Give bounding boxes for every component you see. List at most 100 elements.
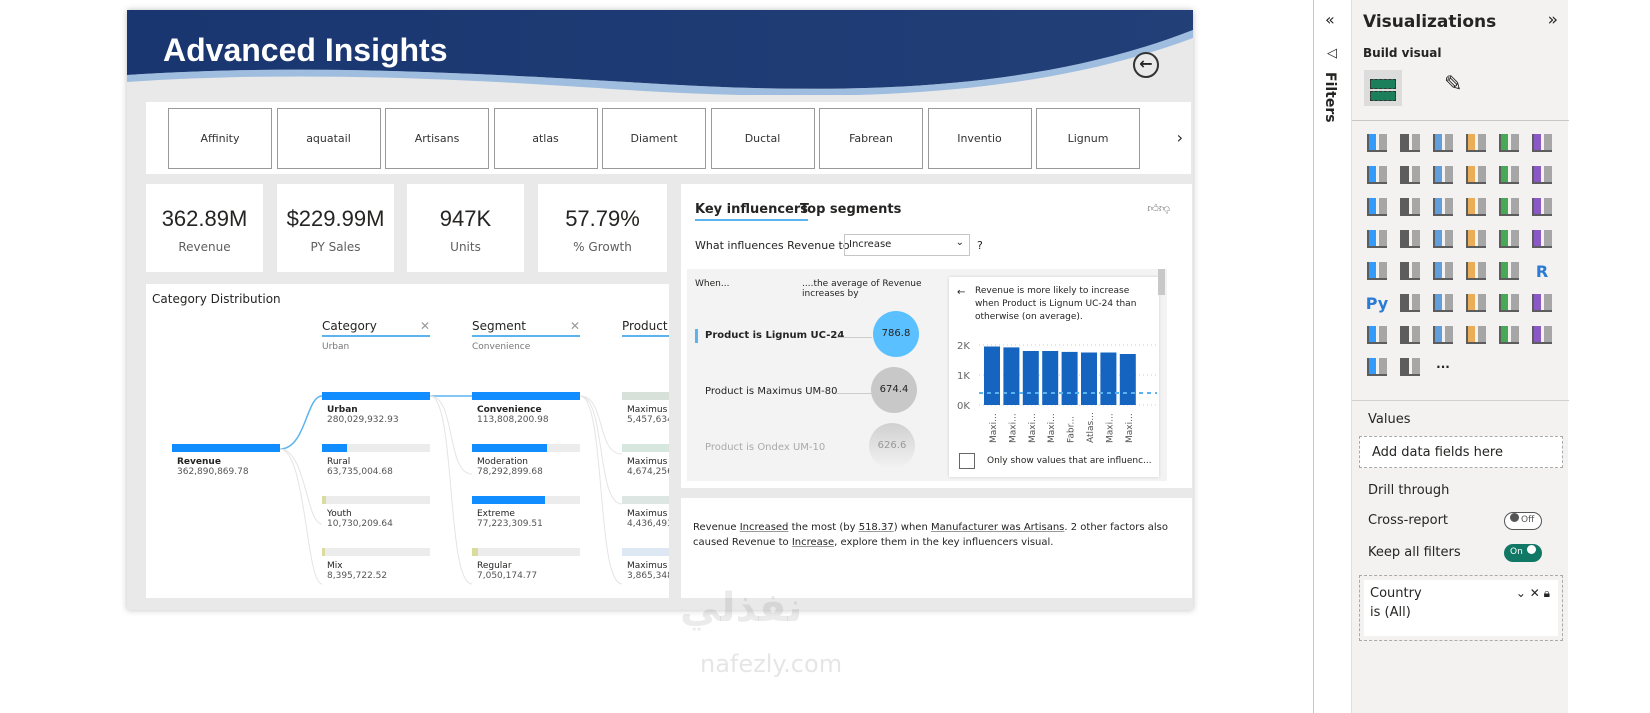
bar[interactable] bbox=[1042, 351, 1059, 405]
level-header[interactable]: Category ✕ Urban bbox=[322, 319, 430, 352]
bar[interactable] bbox=[1003, 347, 1020, 405]
manufacturer-logo[interactable]: Affinity bbox=[168, 108, 272, 169]
filled-map-icon[interactable] bbox=[1430, 226, 1456, 252]
tab-key-influencers[interactable]: Key influencers bbox=[695, 202, 809, 221]
arcgis-icon[interactable] bbox=[1529, 322, 1555, 348]
build-visual-tab[interactable] bbox=[1364, 70, 1402, 106]
close-icon[interactable]: ✕ bbox=[419, 319, 430, 333]
bar[interactable] bbox=[1119, 354, 1136, 405]
bar[interactable] bbox=[1100, 352, 1117, 406]
kpi-icon[interactable] bbox=[1397, 258, 1423, 284]
100-bar-icon[interactable] bbox=[1496, 130, 1522, 156]
influencer-item[interactable]: Product is Lignum UC-24 bbox=[705, 330, 845, 341]
power-apps-filter-icon[interactable] bbox=[1463, 322, 1489, 348]
tree-node[interactable]: Maximus 4,436,493 bbox=[622, 496, 669, 529]
power-apps-card-icon[interactable] bbox=[1397, 322, 1423, 348]
back-arrow-icon[interactable]: ← bbox=[957, 287, 966, 298]
area-icon[interactable] bbox=[1397, 162, 1423, 188]
level-header[interactable]: Segment ✕ Convenience bbox=[472, 319, 580, 352]
influencer-only-checkbox[interactable] bbox=[959, 453, 975, 469]
format-visual-icon[interactable]: ✎ bbox=[1444, 72, 1463, 97]
manufacturer-logo[interactable]: Artisans bbox=[385, 108, 489, 169]
influencer-item[interactable]: Product is Maximus UM-80 bbox=[705, 386, 838, 397]
cross-report-toggle[interactable]: Off bbox=[1504, 512, 1542, 530]
stacked-bar-icon[interactable] bbox=[1364, 130, 1390, 156]
filters-pane-tab[interactable]: Filters bbox=[1322, 72, 1338, 123]
donut-icon[interactable] bbox=[1529, 194, 1555, 220]
scatter-icon[interactable] bbox=[1463, 194, 1489, 220]
more-icon[interactable]: ··· bbox=[1436, 360, 1450, 374]
tree-node[interactable]: Moderation 78,292,899.68 bbox=[472, 444, 580, 477]
manufacturer-logo[interactable]: Fabrean bbox=[819, 108, 923, 169]
azure-map-icon[interactable] bbox=[1463, 226, 1489, 252]
paginated-icon[interactable] bbox=[1364, 322, 1390, 348]
clustered-column-icon[interactable] bbox=[1463, 130, 1489, 156]
funnel-filter-icon[interactable] bbox=[1430, 194, 1456, 220]
ribbon-icon[interactable] bbox=[1529, 162, 1555, 188]
line-icon[interactable] bbox=[1364, 162, 1390, 188]
influence-bubble[interactable]: 674.4 bbox=[871, 367, 917, 413]
stacked-column-icon[interactable] bbox=[1397, 130, 1423, 156]
influence-bubble[interactable]: 786.8 bbox=[873, 311, 919, 357]
tree-node[interactable]: Regular 7,050,174.77 bbox=[472, 548, 580, 581]
tree-node[interactable]: Rural 63,735,004.68 bbox=[322, 444, 430, 477]
r-visual-icon[interactable]: R bbox=[1535, 261, 1549, 281]
manufacturer-logo[interactable]: Diament bbox=[602, 108, 706, 169]
scrollbar[interactable] bbox=[1158, 269, 1165, 295]
qa-icon[interactable] bbox=[1463, 290, 1489, 316]
slicer-icon[interactable] bbox=[1430, 258, 1456, 284]
next-icon[interactable]: › bbox=[1176, 128, 1183, 147]
line-clustered-column-icon[interactable] bbox=[1496, 162, 1522, 188]
expand-icon[interactable]: » bbox=[1547, 10, 1558, 30]
bar[interactable] bbox=[1081, 352, 1097, 406]
close-icon[interactable]: ✕ bbox=[569, 319, 580, 333]
influence-bubble[interactable]: 626.6 bbox=[869, 423, 915, 469]
filter-controls-icon[interactable]: ⌄ ✕ 🔒︎ bbox=[1515, 586, 1550, 600]
bar[interactable] bbox=[1022, 351, 1039, 405]
key-influencers-icon[interactable] bbox=[1397, 290, 1423, 316]
stacked-area-icon[interactable] bbox=[1430, 162, 1456, 188]
tree-node[interactable]: Maximus 3,865,348 bbox=[622, 548, 669, 581]
multi-row-card-icon[interactable] bbox=[1364, 258, 1390, 284]
power-apps-slicer-icon[interactable] bbox=[1430, 322, 1456, 348]
power-apps-icon[interactable] bbox=[1364, 354, 1390, 380]
map-icon[interactable] bbox=[1397, 226, 1423, 252]
tree-node[interactable]: Youth 10,730,209.64 bbox=[322, 496, 430, 529]
python-visual-icon[interactable]: Py bbox=[1365, 293, 1389, 313]
keep-filters-toggle[interactable]: On bbox=[1504, 544, 1542, 562]
waterfall-icon[interactable] bbox=[1364, 194, 1390, 220]
tree-node[interactable]: Maximus 5,457,634 bbox=[622, 392, 669, 425]
card-icon[interactable] bbox=[1529, 226, 1555, 252]
thumbs-feedback-icon[interactable]: 👍︎👎︎ bbox=[1147, 202, 1170, 215]
treemap-icon[interactable] bbox=[1364, 226, 1390, 252]
pie-icon[interactable] bbox=[1496, 194, 1522, 220]
tree-node[interactable]: Convenience 113,808,200.98 bbox=[472, 392, 580, 425]
table-icon[interactable] bbox=[1463, 258, 1489, 284]
manufacturer-logo[interactable]: aquatail bbox=[276, 108, 381, 169]
bar[interactable] bbox=[1061, 351, 1078, 405]
filter-card[interactable]: Country is (All) ⌄ ✕ 🔒︎ bbox=[1364, 580, 1558, 636]
line-stacked-column-icon[interactable] bbox=[1463, 162, 1489, 188]
tree-node[interactable]: Maximus 4,674,256 bbox=[622, 444, 669, 477]
funnel-icon[interactable] bbox=[1397, 194, 1423, 220]
100-column-icon[interactable] bbox=[1529, 130, 1555, 156]
bar[interactable] bbox=[984, 346, 1000, 406]
decomposition-tree-icon[interactable] bbox=[1430, 290, 1456, 316]
tree-node[interactable]: Mix 8,395,722.52 bbox=[322, 548, 430, 581]
values-drop-zone[interactable]: Add data fields here bbox=[1359, 436, 1563, 468]
level-header[interactable]: Product bbox=[622, 319, 669, 342]
clustered-bar-icon[interactable] bbox=[1430, 130, 1456, 156]
smart-narrative-icon[interactable] bbox=[1496, 290, 1522, 316]
tab-top-segments[interactable]: Top segments bbox=[800, 202, 902, 217]
manufacturer-logo[interactable]: atlas bbox=[493, 108, 598, 169]
gauge-icon[interactable] bbox=[1496, 226, 1522, 252]
power-automate-icon[interactable] bbox=[1397, 354, 1423, 380]
metrics-icon[interactable] bbox=[1529, 290, 1555, 316]
tree-node[interactable]: Extreme 77,223,309.51 bbox=[472, 496, 580, 529]
influencer-item[interactable]: Product is Ondex UM-10 bbox=[705, 442, 826, 453]
collapse-filters-icon[interactable]: « bbox=[1325, 10, 1335, 29]
back-arrow-icon[interactable]: ← bbox=[1133, 52, 1159, 78]
direction-dropdown[interactable]: Increase ⌄ bbox=[844, 234, 970, 256]
matrix-icon[interactable] bbox=[1496, 258, 1522, 284]
manufacturer-logo[interactable]: Ductal bbox=[710, 108, 815, 169]
